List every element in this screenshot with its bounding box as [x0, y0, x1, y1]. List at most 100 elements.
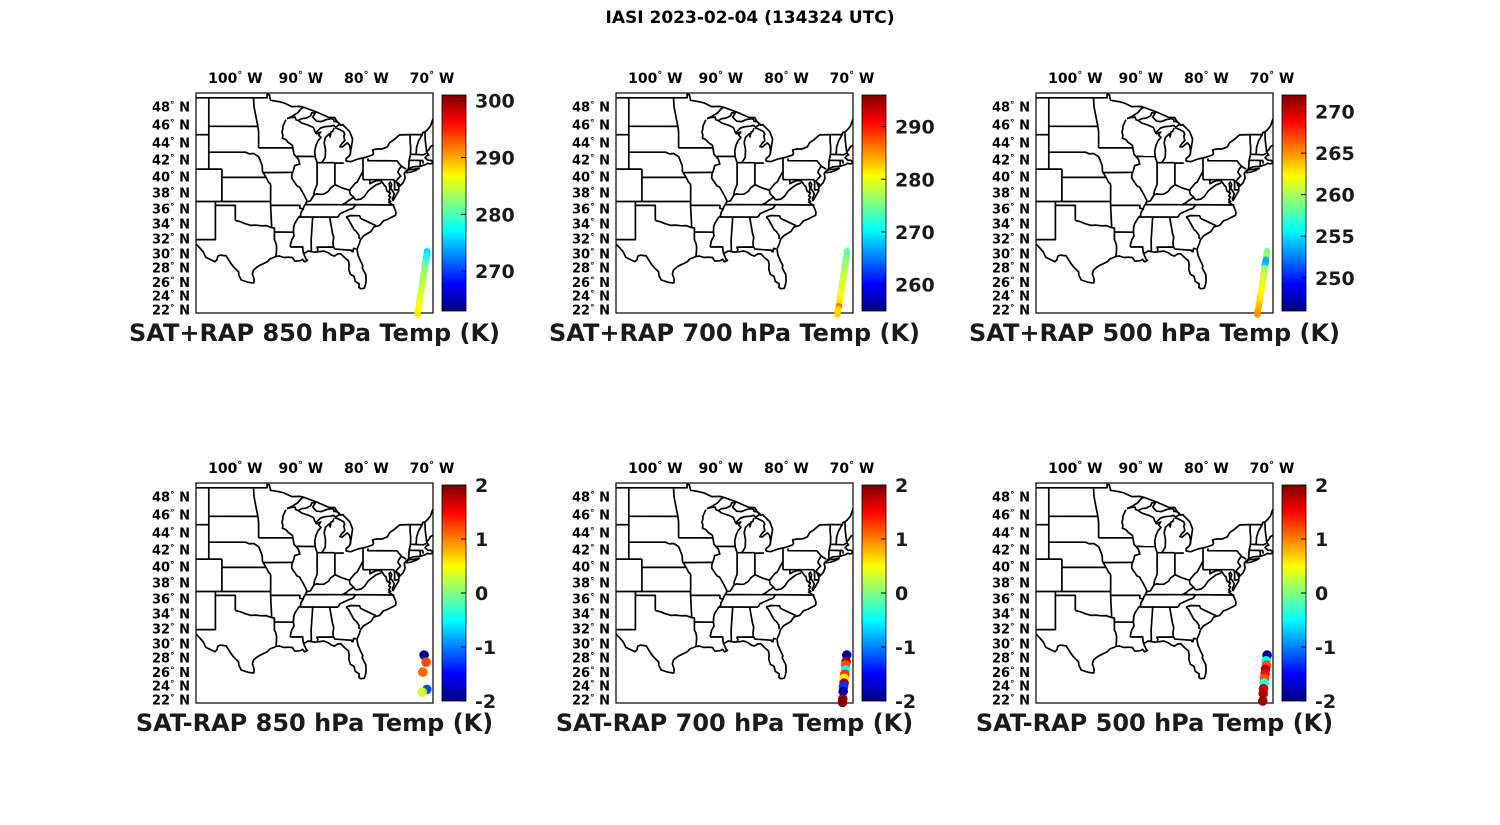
panel-sat-plus-rap-850: 100° W 90° W 80° W 70° W 48° N 46° N 44° N 42° …: [129, 70, 515, 347]
colorbar-tick-label: 255: [1315, 226, 1355, 248]
colorbar-tick-label: 1: [895, 529, 908, 551]
scatter-points: [417, 650, 432, 697]
scatter-points: [1258, 650, 1272, 706]
colorbar-tick-label: 0: [475, 583, 488, 605]
lat-tick-label: 30° N: [572, 247, 610, 262]
lat-tick-label: 26° N: [992, 276, 1030, 291]
colorbar-tick-label: 1: [475, 529, 488, 551]
lon-tick-label: 80° W: [344, 460, 389, 477]
colorbar-tick-label: 280: [475, 204, 515, 226]
lat-tick-label: 24° N: [152, 290, 190, 305]
us-state-boundaries: [616, 93, 853, 290]
colorbar-tick-label: -2: [1315, 691, 1336, 713]
lat-tick-label: 26° N: [572, 666, 610, 681]
colorbar-tick-label: 250: [1315, 268, 1355, 290]
lat-tick-label: 30° N: [152, 637, 190, 652]
panel-title: SAT-RAP 700 hPa Temp (K): [556, 709, 913, 737]
panel-sat-plus-rap-500: 100° W 90° W 80° W 70° W 48° N 46° N 44° N 42° …: [969, 70, 1355, 347]
figure-title: IASI 2023-02-04 (134324 UTC): [605, 8, 895, 28]
lat-tick-label: 38° N: [992, 577, 1030, 592]
lat-tick-label: 40° N: [572, 560, 610, 575]
us-state-boundaries: [196, 93, 433, 290]
us-state-boundaries: [1036, 483, 1273, 680]
lat-tick-label: 32° N: [152, 623, 190, 638]
lat-tick-label: 44° N: [992, 527, 1030, 542]
lat-tick-label: 40° N: [152, 170, 190, 185]
lon-tick-label: 70° W: [830, 460, 875, 477]
lat-tick-label: 44° N: [152, 527, 190, 542]
lat-tick-label: 24° N: [572, 290, 610, 305]
lon-tick-label: 80° W: [764, 460, 809, 477]
lat-tick-label: 26° N: [572, 276, 610, 291]
lat-tick-label: 32° N: [992, 623, 1030, 638]
scatter-point: [1258, 696, 1268, 706]
panel-title: SAT+RAP 700 hPa Temp (K): [549, 319, 920, 347]
lat-tick-label: 38° N: [992, 187, 1030, 202]
lat-tick-label: 44° N: [572, 137, 610, 152]
colorbar-tick-label: 2: [895, 475, 908, 497]
lat-tick-label: 34° N: [152, 608, 190, 623]
lat-tick-label: 36° N: [572, 592, 610, 607]
lat-tick-label: 38° N: [152, 187, 190, 202]
colorbar-tick-label: -1: [1315, 637, 1336, 659]
lat-tick-label: 30° N: [992, 637, 1030, 652]
lat-tick-label: 42° N: [572, 544, 610, 559]
lat-tick-label: 44° N: [152, 137, 190, 152]
lon-tick-label: 80° W: [764, 70, 809, 87]
lon-tick-label: 70° W: [1250, 460, 1295, 477]
lat-tick-label: 32° N: [572, 233, 610, 248]
lat-tick-label: 36° N: [152, 202, 190, 217]
scatter-points: [834, 248, 851, 318]
colorbar-tick-label: 270: [895, 222, 935, 244]
lat-tick-label: 34° N: [992, 218, 1030, 233]
lat-tick-label: 40° N: [152, 560, 190, 575]
lat-tick-label: 32° N: [992, 233, 1030, 248]
lat-tick-label: 42° N: [992, 154, 1030, 169]
lat-tick-label: 28° N: [992, 262, 1030, 277]
lat-tick-label: 24° N: [992, 290, 1030, 305]
lat-tick-label: 24° N: [992, 680, 1030, 695]
lat-tick-label: 48° N: [992, 100, 1030, 115]
lat-tick-label: 28° N: [152, 262, 190, 277]
scatter-points: [837, 650, 852, 708]
scatter-point: [837, 697, 848, 708]
scatter-point: [838, 686, 848, 697]
colorbar-tick-label: 290: [475, 148, 515, 170]
lat-tick-label: 48° N: [992, 490, 1030, 505]
lon-tick-label: 100° W: [208, 70, 262, 87]
map-frame: [615, 92, 854, 314]
lat-tick-label: 30° N: [152, 247, 190, 262]
lat-tick-label: 44° N: [992, 137, 1030, 152]
colorbar-tick-label: 300: [475, 91, 515, 113]
map-frame: [195, 482, 434, 704]
map-frame: [615, 482, 854, 704]
lon-tick-label: 90° W: [279, 70, 324, 87]
lat-tick-label: 22° N: [572, 693, 610, 708]
lon-tick-label: 90° W: [279, 460, 324, 477]
lat-tick-label: 36° N: [992, 592, 1030, 607]
lon-tick-label: 100° W: [628, 460, 682, 477]
lon-tick-label: 90° W: [1119, 460, 1164, 477]
lat-tick-label: 38° N: [572, 187, 610, 202]
colorbar-tick-label: 270: [475, 261, 515, 283]
panel-sat-plus-rap-700: 100° W 90° W 80° W 70° W 48° N 46° N 44° N 42° …: [549, 70, 935, 347]
panel-title: SAT+RAP 850 hPa Temp (K): [129, 319, 500, 347]
colorbar-tick-label: 2: [475, 475, 488, 497]
lat-tick-label: 38° N: [572, 577, 610, 592]
lat-tick-label: 22° N: [572, 303, 610, 318]
colorbar-tick-label: 265: [1315, 143, 1355, 165]
lat-tick-label: 34° N: [152, 218, 190, 233]
colorbar-tick-label: 0: [1315, 583, 1328, 605]
lon-tick-label: 80° W: [1184, 460, 1229, 477]
lon-tick-label: 90° W: [699, 460, 744, 477]
lat-tick-label: 22° N: [152, 693, 190, 708]
colorbar-tick-label: 270: [1315, 102, 1355, 124]
lon-tick-label: 90° W: [1119, 70, 1164, 87]
lat-tick-label: 30° N: [992, 247, 1030, 262]
lon-tick-label: 70° W: [410, 70, 455, 87]
lat-tick-label: 42° N: [992, 544, 1030, 559]
lat-tick-label: 46° N: [152, 119, 190, 134]
lon-tick-label: 70° W: [1250, 70, 1295, 87]
scatter-point: [1254, 311, 1261, 318]
